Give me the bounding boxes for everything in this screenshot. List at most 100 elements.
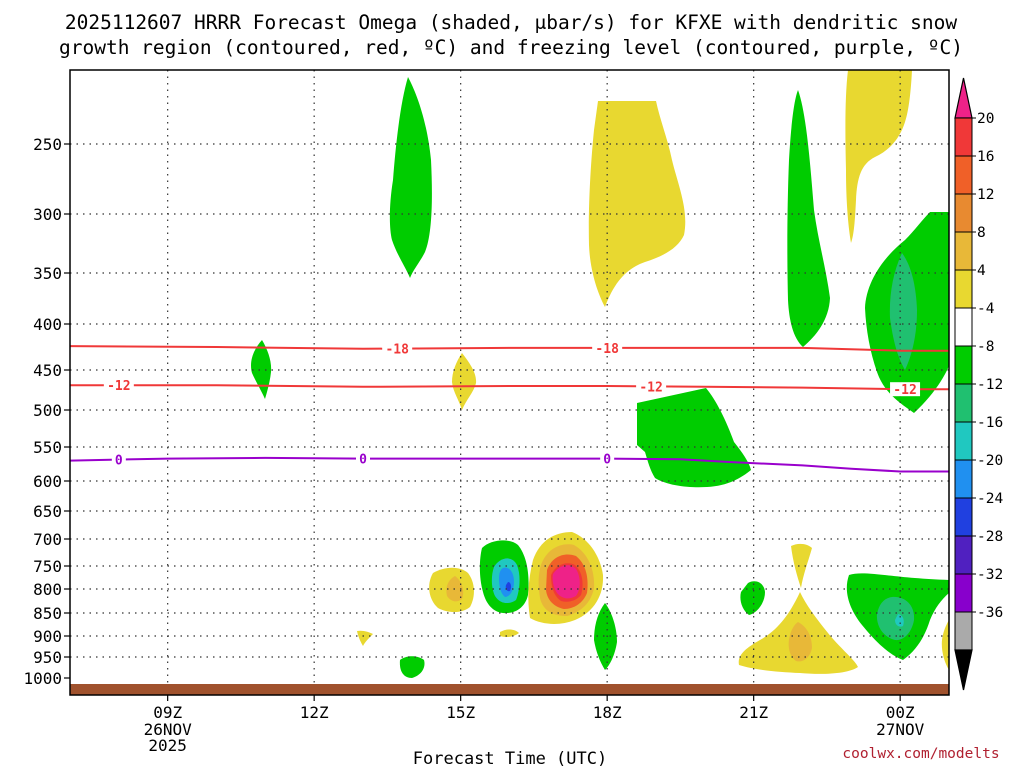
descent-area-2230z-top xyxy=(791,543,812,588)
ascent-area-2130z xyxy=(787,90,830,347)
contour-label: 0 xyxy=(115,454,123,469)
y-tick-label: 250 xyxy=(33,135,62,154)
colorbar-box xyxy=(954,497,973,537)
descent-area-13z xyxy=(357,630,373,646)
descent-area-2330z xyxy=(845,70,912,243)
descent-core-2230z xyxy=(788,622,812,662)
x-tick-date: 27NOV xyxy=(876,720,925,739)
colorbar-box xyxy=(954,459,973,499)
colorbar-label: 4 xyxy=(977,263,986,279)
colorbar-box xyxy=(954,155,973,195)
credit-text: coolwx.com/modelts xyxy=(842,746,999,762)
ascent-peak-00z-low xyxy=(895,614,904,627)
ascent-area-upper-14z xyxy=(389,77,432,278)
contour-label-bg xyxy=(356,451,370,466)
y-tick-label: 850 xyxy=(33,604,62,623)
colorbar-box xyxy=(954,269,973,309)
surface-band xyxy=(70,684,949,695)
descent-area-15z xyxy=(452,353,477,410)
temperature-contours: -18 -18 -12 -12 -12 0 0 0 xyxy=(69,340,949,473)
y-tick-label: 950 xyxy=(33,648,62,667)
contour-label-bg xyxy=(111,452,126,467)
contour-label: -12 xyxy=(107,379,130,394)
colorbar-label: -32 xyxy=(977,567,1003,583)
y-tick-label: 450 xyxy=(33,361,62,380)
contour-label: 0 xyxy=(359,453,367,468)
y-tick-label: 400 xyxy=(33,315,62,334)
colorbar-box xyxy=(954,231,973,271)
colorbar-label: 12 xyxy=(977,187,994,203)
ascent-area-14z-low xyxy=(399,656,425,678)
contour-line xyxy=(69,345,949,352)
descent-core-17z xyxy=(552,565,580,599)
colorbar-min-triangle xyxy=(954,649,973,691)
y-tick-label: 650 xyxy=(33,502,62,521)
y-tick-label: 300 xyxy=(33,205,62,224)
ascent-area-2030z xyxy=(740,581,765,615)
colorbar-label: -12 xyxy=(977,377,1003,393)
x-tick-label: 18Z xyxy=(593,703,622,722)
y-tick-label: 1000 xyxy=(23,669,62,688)
y-tick-label: 800 xyxy=(33,580,62,599)
descent-area-18z-upper xyxy=(588,101,686,307)
colorbar-max-triangle xyxy=(954,77,973,119)
y-tick-label: 700 xyxy=(33,530,62,549)
x-tick-date: 26NOV xyxy=(144,720,193,739)
ascent-core-00z-upper xyxy=(889,253,917,370)
chart-title: 2025112607 HRRR Forecast Omega (shaded, … xyxy=(59,11,963,59)
colorbar-box xyxy=(954,535,973,575)
x-tick-label: 21Z xyxy=(739,703,768,722)
contour-label-bg xyxy=(600,451,615,466)
colorbar-box xyxy=(954,117,973,157)
colorbar-box xyxy=(954,193,973,233)
contour-label: -18 xyxy=(595,342,619,357)
colorbar-box xyxy=(954,307,973,347)
y-tick-label: 550 xyxy=(33,438,62,457)
x-tick-label: 12Z xyxy=(300,703,329,722)
contour-label-bg xyxy=(103,378,134,393)
contour-line xyxy=(69,456,949,473)
colorbar-box xyxy=(954,573,973,613)
y-tick-label: 500 xyxy=(33,401,62,420)
colorbar-label: -20 xyxy=(977,453,1003,469)
contour-label: -12 xyxy=(893,383,916,398)
contour-line xyxy=(70,384,949,391)
ascent-peak-16z xyxy=(505,582,512,592)
colorbar-label: 16 xyxy=(977,149,994,165)
ascent-area-11z xyxy=(251,340,272,399)
descent-area-0045z xyxy=(941,620,949,670)
descent-area-16z-tiny xyxy=(500,629,519,637)
colorbar-label: 8 xyxy=(977,225,986,241)
contour-label-bg xyxy=(890,382,921,397)
plot-frame xyxy=(69,69,950,696)
contour-label-bg xyxy=(636,379,667,394)
ascent-core-00z-low xyxy=(876,596,915,641)
title-line-1: 2025112607 HRRR Forecast Omega (shaded, … xyxy=(65,11,957,34)
y-tick-label: 900 xyxy=(33,627,62,646)
colorbar-box xyxy=(954,383,973,423)
y-tick-label: 750 xyxy=(33,557,62,576)
x-tick-label: 00Z xyxy=(886,703,915,722)
colorbar-label: -28 xyxy=(977,529,1003,545)
y-tick-label: 350 xyxy=(33,264,62,283)
x-tick-year: 2025 xyxy=(148,736,187,755)
y-tick-label: 600 xyxy=(33,472,62,491)
contour-label-bg xyxy=(382,341,413,356)
colorbar: 20 16 12 8 4 -4 -8 -12 -16 -20 -24 -28 -32 -36 xyxy=(954,77,1003,691)
x-tick-label: 15Z xyxy=(446,703,475,722)
colorbar-label: -4 xyxy=(977,301,995,317)
colorbar-box xyxy=(954,421,973,461)
contour-label: 0 xyxy=(603,453,611,468)
contour-label: -18 xyxy=(385,343,409,358)
contour-label-bg xyxy=(592,340,623,355)
x-tick-label: 09Z xyxy=(153,703,182,722)
title-line-2: growth region (contoured, red, ºC) and f… xyxy=(59,36,963,59)
colorbar-label: -16 xyxy=(977,415,1003,431)
y-axis: 250 300 350 400 450 500 550 600 650 700 750 800 850 9… xyxy=(23,135,70,688)
omega-shading xyxy=(70,70,949,695)
colorbar-label: -8 xyxy=(977,339,994,355)
colorbar-label: 20 xyxy=(977,111,994,127)
contour-label: -12 xyxy=(639,380,662,395)
